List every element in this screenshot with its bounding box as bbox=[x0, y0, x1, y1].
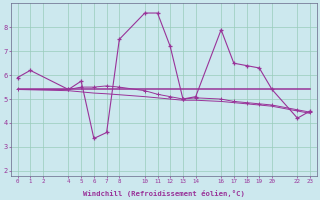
X-axis label: Windchill (Refroidissement éolien,°C): Windchill (Refroidissement éolien,°C) bbox=[83, 190, 245, 197]
